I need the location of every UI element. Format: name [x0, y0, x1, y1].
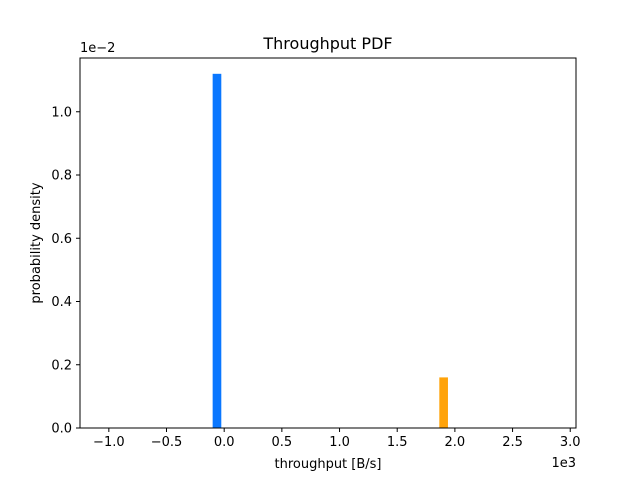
x-axis-label: throughput [B/s] — [274, 457, 381, 472]
y-axis-ticks: 0.0 0.2 0.4 0.6 0.8 1.0 — [51, 105, 80, 437]
x-tick-label: 3.0 — [560, 435, 581, 450]
x-tick-label: 0.5 — [272, 435, 293, 450]
x-tick-label: 0.0 — [214, 435, 235, 450]
y-tick-label: 0.2 — [51, 358, 72, 373]
bar-0 — [212, 73, 222, 429]
x-tick-label: 1.0 — [329, 435, 350, 450]
y-tick-label: 0.6 — [51, 232, 72, 247]
x-tick-label: 2.5 — [502, 435, 523, 450]
y-tick-label: 1.0 — [51, 105, 72, 120]
x-tick-label: −0.5 — [151, 435, 183, 450]
x-tick-label: 1.5 — [387, 435, 408, 450]
chart-title: Throughput PDF — [262, 34, 392, 53]
x-tick-label: −1.0 — [93, 435, 125, 450]
y-axis-label: probability density — [29, 182, 44, 303]
x-axis-multiplier: 1e3 — [551, 456, 576, 471]
x-axis-ticks: −1.0 −0.5 0.0 0.5 1.0 1.5 2.0 2.5 3.0 — [93, 428, 581, 450]
plot-area-frame — [79, 57, 577, 429]
bars-group — [212, 73, 448, 429]
y-tick-label: 0.4 — [51, 295, 72, 310]
y-tick-label: 0.8 — [51, 169, 72, 184]
y-axis-multiplier: 1e−2 — [80, 41, 115, 56]
bar-1 — [439, 377, 448, 428]
y-tick-label: 0.0 — [51, 422, 72, 437]
x-tick-label: 2.0 — [445, 435, 466, 450]
